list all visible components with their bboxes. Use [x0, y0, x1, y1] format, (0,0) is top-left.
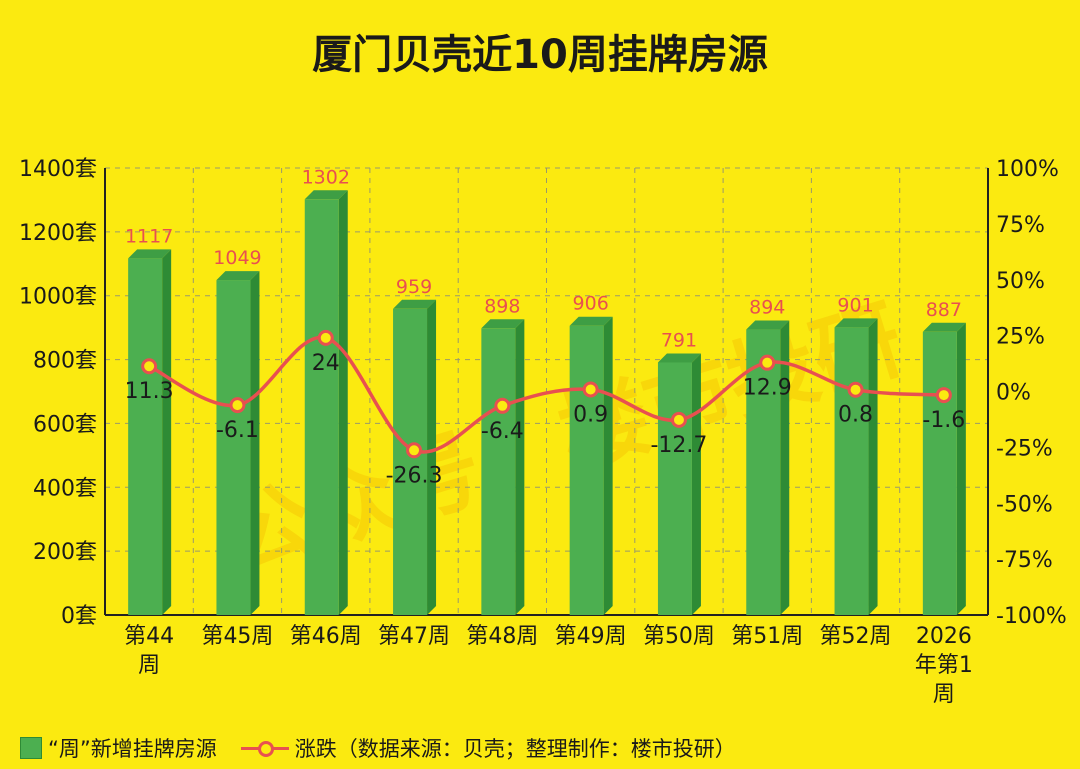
bar-value-label: 894 — [749, 297, 785, 319]
line-point — [141, 358, 158, 375]
bar-value-label: 887 — [926, 299, 962, 321]
bar-side — [427, 299, 437, 615]
bar-top — [128, 249, 172, 259]
bar-top — [922, 322, 966, 332]
bar — [922, 331, 957, 615]
y-tick-label-right: 100% — [996, 157, 1059, 182]
y-tick-label-right: 0% — [996, 381, 1031, 406]
y-tick-label-left: 800套 — [33, 349, 97, 374]
bar — [216, 280, 251, 615]
bar-side — [691, 353, 701, 615]
bar-side — [338, 190, 348, 616]
line-point — [935, 387, 952, 404]
x-tick-label: 第49周 — [555, 624, 627, 649]
legend-bar-label: “周”新增挂牌房源 — [48, 737, 217, 761]
bar — [393, 308, 428, 615]
bar-value-label: 1049 — [213, 247, 261, 269]
y-tick-label-left: 400套 — [33, 476, 97, 501]
bar-value-label: 1117 — [125, 225, 173, 247]
bar-top — [393, 299, 437, 309]
y-tick-label-right: 25% — [996, 325, 1045, 350]
legend-line-swatch — [240, 738, 289, 758]
bar-value-label: 1302 — [302, 166, 350, 188]
line-value-label: -26.3 — [386, 463, 443, 488]
line-value-label: -12.7 — [650, 433, 707, 458]
y-tick-label-right: 50% — [996, 269, 1045, 294]
bar-value-label: 898 — [484, 295, 520, 317]
bar-side — [780, 320, 790, 615]
bar-side — [868, 318, 878, 615]
y-tick-label-left: 1000套 — [19, 285, 97, 310]
line-series-path — [148, 335, 944, 454]
line-value-label: -6.4 — [481, 419, 524, 444]
bar-top — [304, 190, 348, 200]
x-tick-label: 第44 — [124, 624, 174, 649]
x-tick-label: 年第1 — [915, 653, 973, 678]
x-tick-label: 第48周 — [466, 624, 538, 649]
x-tick-label: 第52周 — [820, 624, 892, 649]
x-tick-label: 第47周 — [378, 624, 450, 649]
line-value-label: 0.8 — [838, 403, 873, 428]
line-point — [582, 381, 599, 398]
line-value-label: 24 — [312, 351, 340, 376]
x-tick-label: 第50周 — [643, 624, 715, 649]
y-tick-label-right: -25% — [996, 436, 1053, 461]
bar — [481, 328, 516, 615]
y-tick-label-left: 1400套 — [19, 157, 97, 182]
legend-line-label: 涨跌（数据来源：贝壳；整理制作：楼市投研） — [294, 737, 736, 761]
legend: “周”新增挂牌房源 涨跌（数据来源：贝壳；整理制作：楼市投研） — [20, 733, 736, 763]
bar-side — [956, 322, 966, 615]
bar-top — [216, 271, 260, 281]
bar — [569, 325, 604, 615]
x-tick-label: 第51周 — [731, 624, 803, 649]
bar-side — [515, 319, 525, 615]
bar-top — [481, 319, 525, 329]
y-tick-label-right: -50% — [996, 492, 1053, 517]
y-tick-label-right: 75% — [996, 213, 1045, 238]
line-point — [759, 354, 776, 371]
bar-value-label: 901 — [837, 294, 873, 316]
y-tick-label-left: 1200套 — [19, 221, 97, 246]
line-value-label: 11.3 — [125, 379, 174, 404]
line-value-label: 0.9 — [573, 402, 608, 427]
legend-bar-swatch — [20, 737, 42, 759]
chart-title: 厦门贝壳近10周挂牌房源 — [312, 32, 768, 78]
bar-side — [250, 271, 260, 615]
bar-side — [603, 316, 613, 615]
line-value-label: 12.9 — [743, 376, 792, 401]
bar — [304, 199, 339, 616]
bar — [746, 329, 781, 615]
bar-top — [834, 318, 878, 328]
line-point — [670, 411, 687, 428]
bar-value-label: 959 — [396, 276, 432, 298]
bar-side — [162, 249, 172, 616]
bar — [657, 362, 692, 615]
y-tick-label-left: 600套 — [33, 412, 97, 437]
line-point — [847, 381, 864, 398]
bar-value-label: 791 — [661, 329, 697, 351]
line-point — [317, 329, 334, 346]
bar-value-label: 906 — [573, 293, 609, 315]
y-tick-label-right: -100% — [996, 604, 1067, 629]
y-tick-label-left: 200套 — [33, 540, 97, 565]
bar-top — [657, 353, 701, 363]
x-tick-label: 2026 — [916, 624, 972, 649]
bar — [834, 327, 869, 615]
x-tick-label: 周 — [933, 682, 955, 707]
bar — [128, 258, 163, 615]
line-point — [229, 397, 246, 414]
bar-top — [569, 316, 613, 326]
x-tick-label: 第45周 — [201, 624, 273, 649]
line-point — [406, 442, 423, 459]
line-value-label: -6.1 — [216, 418, 259, 443]
bar-top — [746, 320, 790, 330]
x-tick-label: 第46周 — [290, 624, 362, 649]
y-tick-label-right: -75% — [996, 548, 1053, 573]
line-point — [494, 397, 511, 414]
x-tick-label: 周 — [138, 653, 160, 678]
line-value-label: -1.6 — [922, 408, 965, 433]
y-tick-label-left: 0套 — [61, 604, 97, 629]
